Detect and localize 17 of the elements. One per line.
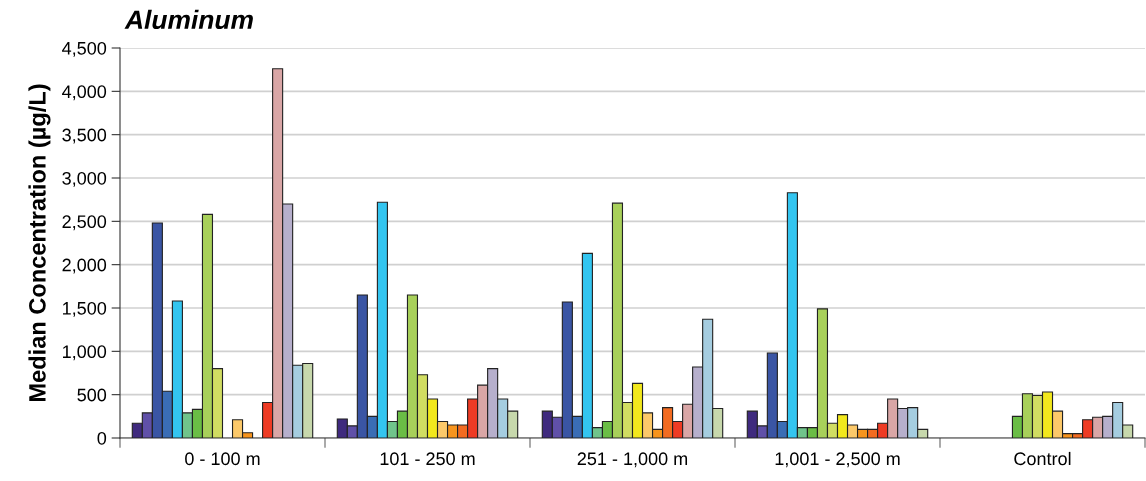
y-tick-label: 4,000 (62, 85, 107, 101)
x-tick-label: 1,001 - 2,500 m (775, 452, 900, 468)
y-axis-title: Median Concentration (µg/L) (28, 84, 51, 402)
x-tick-label: Control (1014, 451, 1071, 466)
y-tick-label: 4,500 (62, 41, 107, 57)
y-tick-label: 3,000 (62, 171, 107, 187)
y-tick-label: 500 (77, 388, 107, 402)
y-tick-label: 2,000 (62, 258, 107, 274)
y-tick-label: 2,500 (62, 215, 107, 231)
x-tick-label: 101 - 250 m (380, 452, 475, 466)
x-tick-label: 0 - 100 m (185, 452, 260, 466)
y-tick-label: 3,500 (62, 128, 107, 144)
y-tick-label: 0 (97, 431, 107, 445)
x-tick-label: 251 - 1,000 m (577, 452, 688, 468)
y-tick-label: 1,000 (63, 345, 107, 361)
chart-title: Aluminum (124, 9, 253, 30)
y-tick-label: 1,500 (63, 301, 107, 317)
